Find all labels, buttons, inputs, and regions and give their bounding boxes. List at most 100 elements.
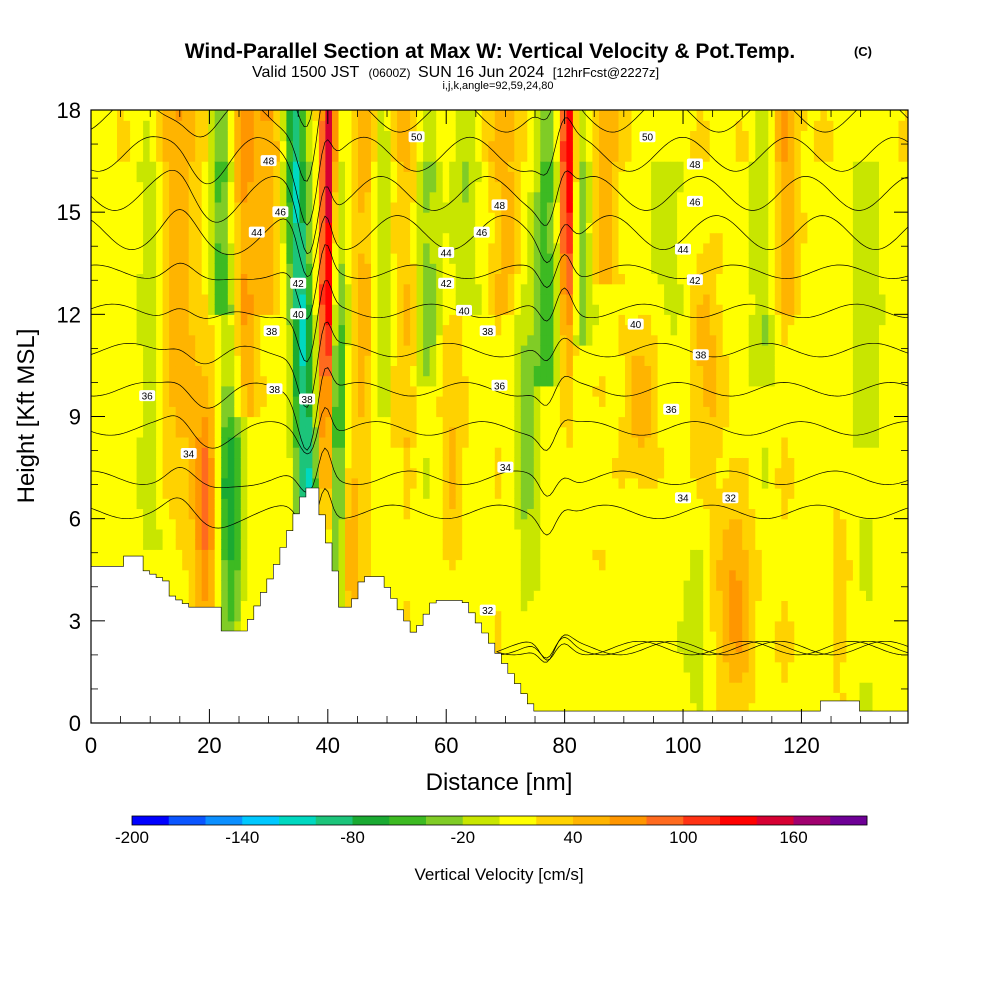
velocity-cell bbox=[175, 222, 183, 234]
velocity-cell bbox=[514, 671, 522, 683]
velocity-cell bbox=[312, 345, 320, 356]
velocity-cell bbox=[182, 161, 190, 172]
velocity-cell bbox=[397, 467, 405, 479]
velocity-cell bbox=[149, 222, 157, 234]
velocity-cell bbox=[553, 528, 561, 540]
velocity-cell bbox=[299, 161, 307, 172]
velocity-cell bbox=[468, 518, 476, 530]
velocity-cell bbox=[475, 365, 483, 377]
velocity-cell bbox=[377, 201, 385, 213]
velocity-cell bbox=[585, 181, 594, 193]
velocity-cell bbox=[618, 651, 626, 663]
velocity-cell bbox=[442, 457, 450, 469]
velocity-cell bbox=[169, 498, 177, 510]
velocity-cell bbox=[123, 406, 131, 418]
velocity-cell bbox=[520, 171, 528, 183]
velocity-cell bbox=[292, 181, 301, 193]
velocity-cell bbox=[104, 263, 112, 275]
velocity-cell bbox=[449, 161, 457, 172]
velocity-cell bbox=[572, 242, 581, 254]
velocity-cell bbox=[117, 273, 125, 285]
velocity-cell bbox=[625, 140, 633, 152]
velocity-cell bbox=[416, 283, 424, 295]
velocity-cell bbox=[332, 242, 340, 254]
velocity-cell bbox=[208, 549, 216, 561]
velocity-cell bbox=[566, 569, 574, 581]
velocity-cell bbox=[130, 385, 138, 397]
velocity-cell bbox=[507, 242, 515, 254]
velocity-cell bbox=[234, 150, 242, 162]
velocity-cell bbox=[104, 212, 112, 224]
velocity-cell bbox=[416, 140, 424, 152]
velocity-cell bbox=[546, 569, 555, 581]
velocity-cell bbox=[240, 600, 248, 612]
velocity-cell bbox=[592, 110, 600, 121]
velocity-cell bbox=[123, 232, 131, 244]
velocity-cell bbox=[175, 467, 183, 479]
velocity-cell bbox=[605, 396, 613, 407]
velocity-cell bbox=[449, 426, 457, 438]
velocity-cell bbox=[130, 140, 138, 152]
velocity-cell bbox=[625, 232, 633, 244]
velocity-cell bbox=[318, 242, 327, 254]
velocity-cell bbox=[162, 498, 170, 510]
velocity-cell bbox=[599, 201, 607, 213]
velocity-cell bbox=[91, 314, 99, 326]
velocity-cell bbox=[436, 222, 444, 234]
velocity-cell bbox=[273, 150, 281, 162]
velocity-cell bbox=[279, 140, 288, 152]
velocity-cell bbox=[364, 447, 372, 459]
velocity-cell bbox=[384, 580, 392, 591]
velocity-cell bbox=[592, 212, 600, 224]
velocity-cell bbox=[208, 508, 216, 520]
velocity-cell bbox=[149, 518, 157, 530]
velocity-cell bbox=[358, 375, 366, 387]
velocity-cell bbox=[449, 365, 457, 377]
velocity-cell bbox=[481, 293, 489, 305]
velocity-cell bbox=[553, 273, 561, 285]
velocity-cell bbox=[234, 314, 242, 326]
velocity-cell bbox=[104, 457, 112, 469]
velocity-cell bbox=[221, 242, 229, 254]
velocity-cell bbox=[175, 365, 183, 377]
velocity-cell bbox=[501, 263, 509, 275]
velocity-cell bbox=[553, 436, 561, 448]
velocity-cell bbox=[169, 130, 177, 142]
velocity-cell bbox=[104, 293, 112, 305]
velocity-cell bbox=[110, 161, 118, 172]
velocity-cell bbox=[169, 345, 177, 356]
velocity-cell bbox=[397, 232, 405, 244]
velocity-cell bbox=[208, 569, 216, 581]
velocity-cell bbox=[188, 518, 196, 530]
velocity-cell bbox=[390, 539, 398, 550]
velocity-cell bbox=[566, 161, 574, 172]
velocity-cell bbox=[397, 569, 405, 581]
velocity-cell bbox=[136, 416, 144, 428]
velocity-cell bbox=[345, 396, 353, 407]
velocity-cell bbox=[553, 161, 561, 172]
velocity-cell bbox=[279, 436, 288, 448]
velocity-cell bbox=[247, 273, 255, 285]
velocity-cell bbox=[358, 324, 366, 336]
velocity-cell bbox=[214, 334, 222, 346]
velocity-cell bbox=[188, 293, 196, 305]
velocity-cell bbox=[488, 508, 496, 520]
velocity-cell bbox=[481, 528, 489, 540]
velocity-cell bbox=[117, 539, 125, 550]
velocity-cell bbox=[240, 549, 248, 561]
velocity-cell bbox=[455, 110, 463, 121]
velocity-cell bbox=[410, 610, 418, 622]
velocity-cell bbox=[449, 488, 457, 499]
velocity-cell bbox=[436, 508, 444, 520]
velocity-cell bbox=[182, 110, 190, 121]
velocity-cell bbox=[553, 702, 561, 714]
velocity-cell bbox=[553, 467, 561, 479]
velocity-cell bbox=[338, 436, 346, 448]
velocity-cell bbox=[156, 161, 164, 172]
velocity-cell bbox=[169, 273, 177, 285]
velocity-cell bbox=[390, 426, 398, 438]
velocity-cell bbox=[227, 130, 235, 142]
velocity-cell bbox=[468, 375, 476, 387]
velocity-cell bbox=[618, 426, 626, 438]
velocity-cell bbox=[221, 273, 229, 285]
